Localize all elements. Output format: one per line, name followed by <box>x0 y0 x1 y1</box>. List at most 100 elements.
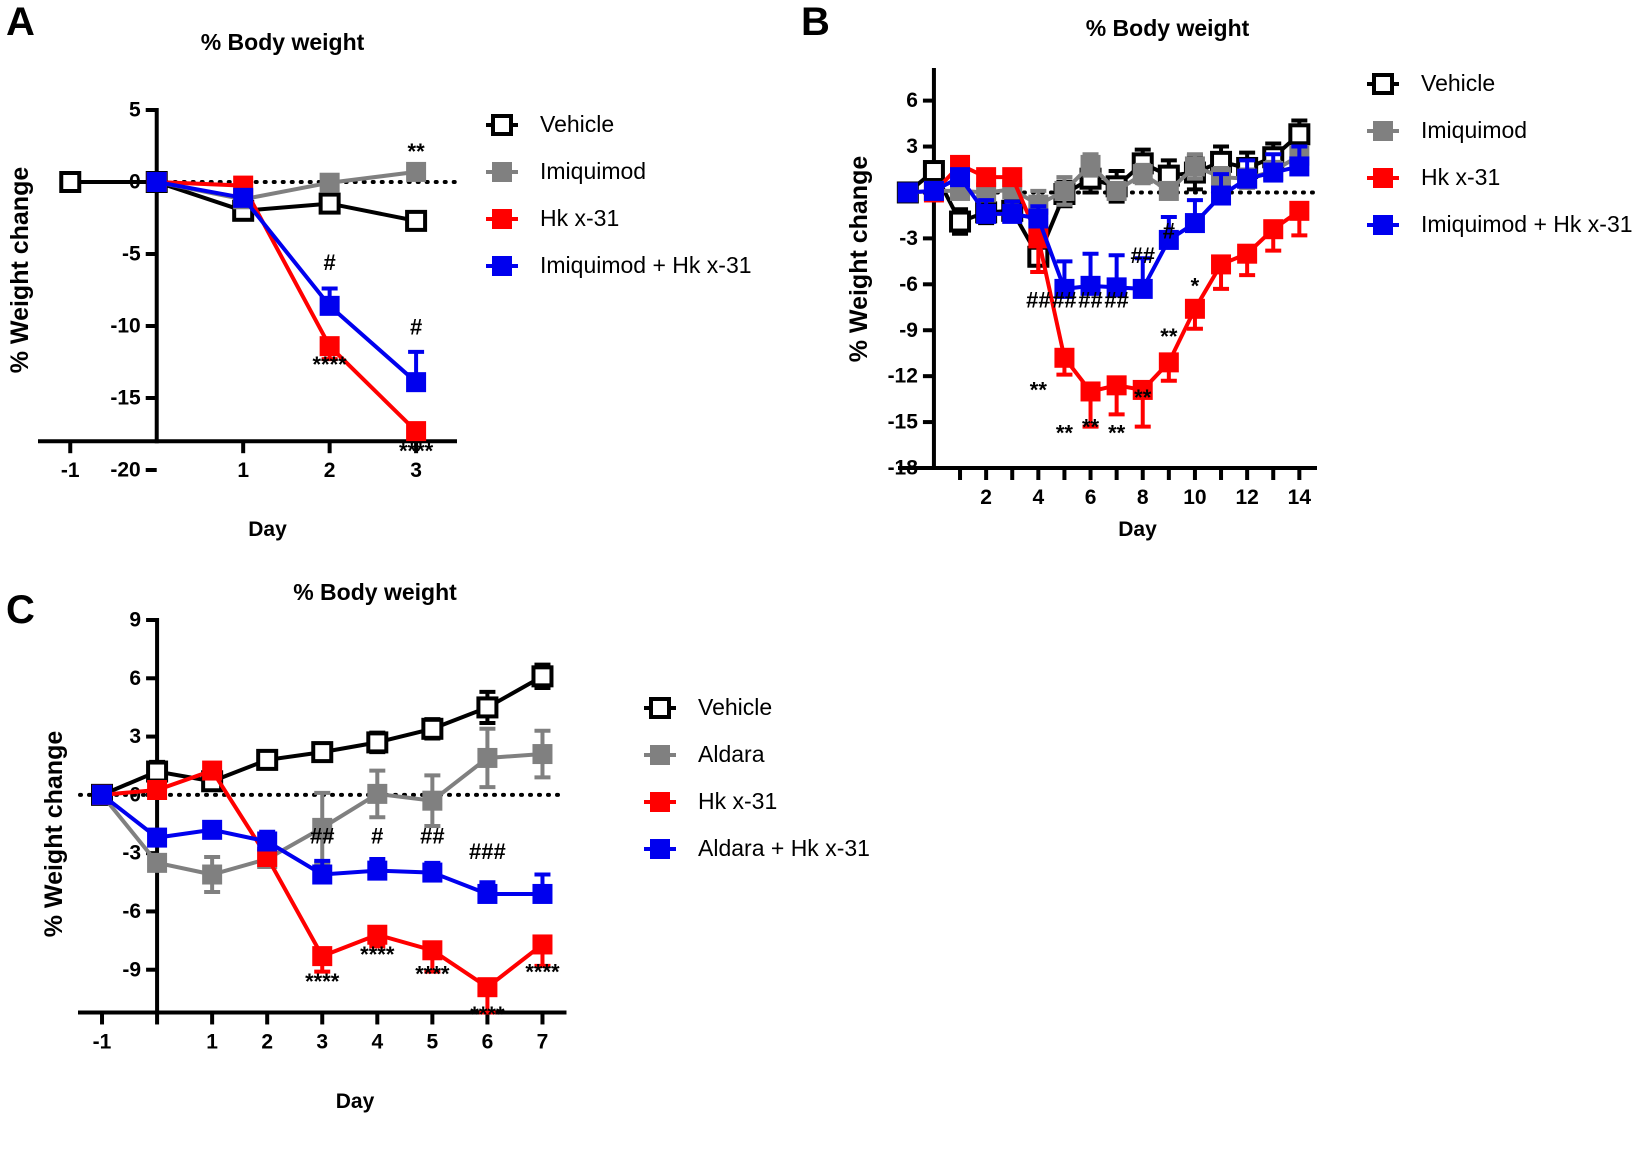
legend: Vehicle Aldara Hk x-31 Aldara + Hk x-31 <box>644 694 870 861</box>
x-tick-label: 6 <box>1085 486 1097 509</box>
chart-title: % Body weight <box>293 579 457 605</box>
data-point <box>477 977 498 998</box>
significance-annotation: ## <box>310 823 334 848</box>
data-point <box>1184 156 1205 177</box>
data-point <box>1028 208 1049 229</box>
data-point <box>531 665 554 688</box>
data-point <box>319 295 340 316</box>
y-tick-label: -6 <box>122 900 141 923</box>
data-point <box>311 741 334 764</box>
data-point <box>146 760 169 783</box>
data-point <box>422 940 443 961</box>
significance-annotation: ** <box>1160 324 1178 349</box>
data-point <box>532 883 553 904</box>
legend-marker <box>1373 121 1393 141</box>
legend: Vehicle Imiquimod Hk x-31 Imiquimod + Hk x-… <box>486 111 752 278</box>
data-point <box>406 372 427 393</box>
x-tick-label: 7 <box>537 1030 549 1053</box>
data-point <box>421 717 444 740</box>
data-point <box>318 192 341 215</box>
data-point <box>1106 277 1127 298</box>
significance-annotation: **** <box>399 438 434 463</box>
data-point <box>976 167 997 188</box>
series-hk-x-31 <box>92 760 553 1015</box>
y-tick-label: -18 <box>888 457 919 480</box>
significance-annotation: ** <box>1056 420 1074 445</box>
y-tick-label: -10 <box>110 315 140 338</box>
data-point <box>367 783 388 804</box>
data-point <box>147 852 168 873</box>
panel-a-chart: % Body weight% Weight changeDay50-5-10-1… <box>6 29 752 541</box>
legend-marker <box>650 792 670 812</box>
y-tick-label: -20 <box>110 459 140 482</box>
x-axis-label: Day <box>1118 518 1157 541</box>
data-point <box>532 744 553 765</box>
x-tick-label: 14 <box>1288 486 1312 509</box>
data-point <box>1158 352 1179 373</box>
data-point <box>950 167 971 188</box>
significance-annotation: **** <box>313 352 348 377</box>
legend-marker <box>492 256 512 276</box>
series-hk-x-31 <box>923 154 1310 429</box>
significance-annotation: ## <box>1026 287 1050 312</box>
panel-b: B % Body weight% Weight changeDay630-3-6… <box>795 0 1642 560</box>
legend-label: Imiquimod <box>1421 117 1527 143</box>
data-point <box>405 209 428 232</box>
significance-annotation: **** <box>305 969 340 994</box>
significance-annotation: ## <box>1052 287 1076 312</box>
data-point <box>422 790 443 811</box>
legend-label: Vehicle <box>540 111 614 137</box>
legend: Vehicle Imiquimod Hk x-31 Imiquimod + Hk x-… <box>1367 70 1633 237</box>
significance-annotation: ## <box>420 823 444 848</box>
data-point <box>406 161 427 182</box>
y-tick-label: -15 <box>888 411 919 434</box>
y-tick-label: -15 <box>110 387 141 410</box>
series-line <box>907 153 1301 207</box>
series-line <box>101 674 544 797</box>
data-point <box>233 187 254 208</box>
data-point <box>1132 164 1153 185</box>
panel-c-chart: % Body weight% Weight changeDay9630-3-6-… <box>40 579 870 1113</box>
data-point <box>1054 278 1075 299</box>
data-point <box>532 934 553 955</box>
data-point <box>202 864 223 885</box>
data-point <box>312 864 333 885</box>
significance-annotation: * <box>1191 273 1200 298</box>
data-point <box>319 172 340 193</box>
data-point <box>1054 347 1075 368</box>
data-point <box>1158 180 1179 201</box>
significance-annotation: ## <box>1130 243 1154 268</box>
significance-annotation: **** <box>525 959 560 984</box>
significance-annotation: # <box>371 823 383 848</box>
data-point <box>1184 298 1205 319</box>
data-point <box>1211 254 1232 275</box>
panel-a-letter: A <box>6 0 35 44</box>
data-point <box>1237 168 1258 189</box>
chart-title: % Body weight <box>1086 15 1250 41</box>
y-tick-label: 5 <box>129 99 141 122</box>
data-point <box>146 172 167 192</box>
series-line <box>906 132 1301 262</box>
significance-annotation: **** <box>415 961 450 986</box>
legend-marker <box>1372 73 1394 95</box>
data-point <box>1054 180 1075 201</box>
legend-marker <box>650 839 670 859</box>
series-vehicle <box>91 662 554 806</box>
significance-annotation: # <box>410 315 422 340</box>
significance-annotation: ## <box>1104 287 1128 312</box>
data-point <box>1211 185 1232 206</box>
legend-label: Imiquimod + Hk x-31 <box>540 252 752 278</box>
data-point <box>92 784 113 805</box>
x-tick-label: 10 <box>1183 486 1206 509</box>
y-tick-label: -5 <box>122 243 141 266</box>
data-point <box>202 819 223 840</box>
panel-c-letter: C <box>6 588 35 632</box>
data-point <box>1106 375 1127 396</box>
legend-label: Hk x-31 <box>1421 164 1500 190</box>
x-tick-label: 12 <box>1235 486 1258 509</box>
data-point <box>422 862 443 883</box>
data-point <box>147 827 168 848</box>
data-point <box>1002 203 1023 224</box>
x-tick-label: 2 <box>324 459 336 482</box>
data-point <box>1132 278 1153 299</box>
